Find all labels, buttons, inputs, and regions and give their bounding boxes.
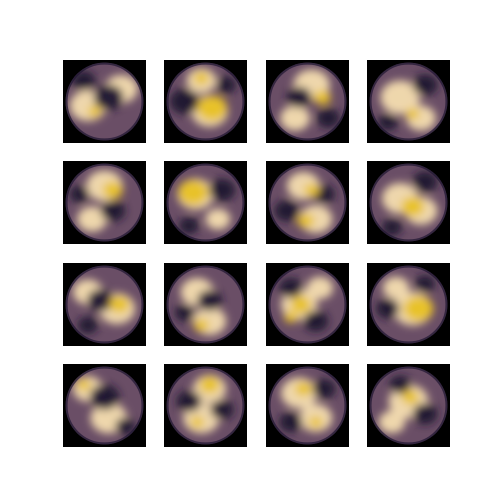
bright-region (190, 416, 204, 428)
dark-region (87, 289, 114, 312)
dark-region (100, 200, 126, 222)
sample-11-image (266, 263, 349, 346)
bright-region (199, 376, 220, 394)
dark-region (208, 178, 236, 202)
sample-4 (367, 60, 450, 143)
sample-6 (164, 161, 247, 244)
dark-region (412, 171, 438, 193)
light-region (378, 410, 406, 434)
dark-region (115, 417, 136, 435)
sample-7-image (266, 161, 349, 244)
dark-region (176, 390, 202, 412)
dark-region (89, 384, 120, 410)
sample-2-image (164, 60, 247, 143)
bright-region (290, 296, 311, 313)
bright-region (109, 296, 130, 313)
sample-4-image (367, 60, 450, 143)
dark-region (412, 74, 438, 96)
bright-region (314, 90, 331, 105)
sample-3-image (266, 60, 349, 143)
sample-1-image (63, 60, 146, 143)
light-region (380, 80, 421, 115)
dark-region (93, 84, 124, 111)
sample-12-image (367, 263, 450, 346)
dark-region (303, 310, 329, 332)
bright-region (309, 416, 323, 428)
sample-14 (164, 364, 247, 447)
light-region (382, 276, 410, 300)
bright-region (87, 105, 102, 118)
dark-region (316, 108, 340, 128)
dark-region (412, 403, 438, 425)
dark-region (174, 304, 195, 322)
dark-region (279, 412, 303, 432)
bright-region (304, 183, 320, 197)
sample-13-image (63, 364, 146, 447)
light-region (306, 276, 334, 300)
dark-region (169, 88, 200, 115)
sample-5-image (63, 161, 146, 244)
sample-7 (266, 161, 349, 244)
dark-region (389, 375, 411, 394)
sample-8 (367, 161, 450, 244)
sample-3 (266, 60, 349, 143)
dark-region (274, 200, 300, 222)
dark-region (69, 185, 90, 203)
bright-region (401, 390, 419, 405)
sample-11 (266, 263, 349, 346)
sample-12 (367, 263, 450, 346)
sample-10 (164, 263, 247, 346)
light-region (280, 105, 310, 131)
sample-grid (63, 60, 450, 447)
sample-6-image (164, 161, 247, 244)
sample-9-image (63, 263, 146, 346)
sample-10-image (164, 263, 247, 346)
bright-region (295, 381, 312, 396)
sample-16 (367, 364, 450, 447)
bright-region (193, 71, 209, 85)
dark-region (376, 298, 400, 319)
dark-region (381, 218, 402, 236)
dark-region (178, 217, 199, 235)
sample-13 (63, 364, 146, 447)
dark-region (210, 399, 234, 420)
sample-16-image (367, 364, 450, 447)
sample-8-image (367, 161, 450, 244)
sample-5 (63, 161, 146, 244)
bright-region (102, 181, 123, 199)
bright-region (406, 108, 420, 120)
bright-region (403, 295, 434, 322)
sample-15-image (266, 364, 349, 447)
light-region (77, 206, 107, 232)
sample-15 (266, 364, 349, 447)
sample-14-image (164, 364, 247, 447)
dark-region (415, 275, 436, 293)
light-region (205, 208, 231, 230)
dark-region (377, 113, 398, 131)
dark-region (216, 76, 237, 94)
dark-region (77, 316, 98, 334)
dark-region (197, 289, 223, 311)
bright-region (297, 213, 315, 228)
dark-region (286, 86, 312, 108)
dark-region (312, 379, 336, 399)
bright-region (77, 379, 91, 391)
bright-region (284, 311, 298, 323)
bright-region (193, 318, 209, 332)
bright-region (197, 95, 228, 121)
bright-region (401, 196, 425, 217)
sample-9 (63, 263, 146, 346)
dark-region (279, 278, 303, 298)
bright-region (178, 179, 208, 206)
sample-1 (63, 60, 146, 143)
sample-2 (164, 60, 247, 143)
